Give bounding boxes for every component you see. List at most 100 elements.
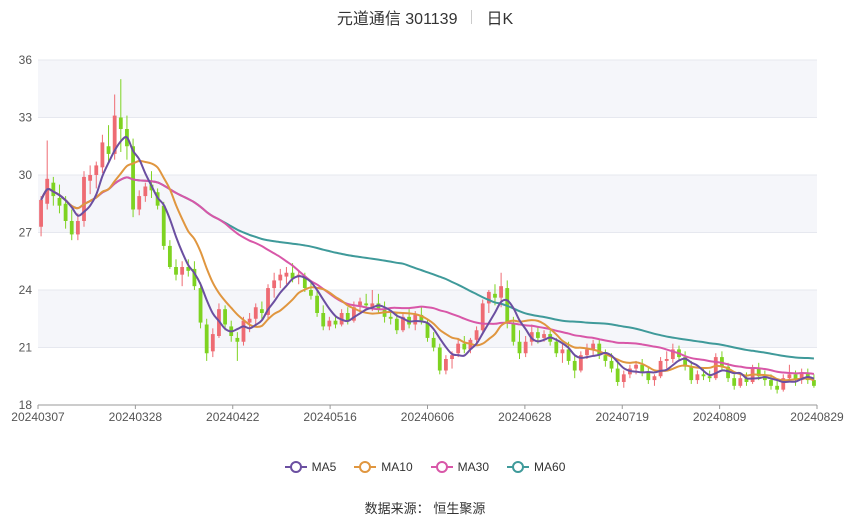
candle-body <box>450 355 454 359</box>
x-tick-label: 20240606 <box>401 410 455 424</box>
candle <box>652 374 657 386</box>
stock-title: 元道通信 301139 <box>336 11 458 28</box>
candle-body <box>787 374 792 379</box>
candle <box>180 261 185 287</box>
candle <box>664 351 669 369</box>
candle-body <box>204 324 209 354</box>
candle-body <box>351 307 356 321</box>
candle-body <box>762 376 767 381</box>
x-tick-label: 20240628 <box>498 410 552 424</box>
candle <box>615 362 620 386</box>
source-label: 数据来源： <box>364 501 430 516</box>
candle-body <box>302 276 307 289</box>
candle <box>572 355 577 379</box>
candle <box>266 284 270 319</box>
candle-body <box>658 360 663 377</box>
candle <box>137 190 142 216</box>
candle <box>707 370 712 382</box>
candle <box>39 196 43 237</box>
chart-title: 元道通信 301139 日K <box>0 6 850 28</box>
candle-body <box>462 343 467 350</box>
candle-body <box>51 182 56 197</box>
candle-body <box>444 359 448 371</box>
y-tick-label: 36 <box>19 53 33 67</box>
candle-body <box>137 196 142 210</box>
candle-body <box>591 343 596 350</box>
candle <box>333 316 338 329</box>
candle-body <box>358 301 362 306</box>
legend-item-ma60[interactable]: MA60 <box>507 460 565 474</box>
candle <box>75 213 80 241</box>
candle-body <box>186 267 191 271</box>
candle-body <box>210 334 215 352</box>
legend-label: MA30 <box>457 460 490 474</box>
candle <box>174 259 178 281</box>
candle <box>658 357 663 379</box>
candle-body <box>112 115 117 154</box>
candle <box>315 290 319 317</box>
plot-band <box>38 60 817 118</box>
x-tick-label: 20240422 <box>206 410 260 424</box>
candle <box>223 305 227 331</box>
title-separator <box>471 10 473 24</box>
candle-body <box>425 322 430 338</box>
candle-body <box>542 334 546 338</box>
candle-body <box>769 380 773 386</box>
candle-body <box>756 368 761 377</box>
data-source: 数据来源： 恒生聚源 <box>0 498 850 517</box>
candle <box>762 370 767 386</box>
moving-average-lines <box>40 136 815 384</box>
x-tick-label: 20240719 <box>596 410 650 424</box>
candle-body <box>634 364 638 369</box>
candle-body <box>198 288 203 323</box>
candle <box>523 336 528 358</box>
candle <box>100 134 105 174</box>
candle-body <box>290 272 295 279</box>
candle <box>327 316 332 331</box>
legend-item-ma5[interactable]: MA5 <box>284 460 337 474</box>
candle <box>253 303 258 327</box>
x-tick-label: 20240809 <box>693 410 747 424</box>
candle <box>646 366 651 384</box>
candle-body <box>493 293 497 298</box>
candle-body <box>266 288 270 315</box>
candle-body <box>732 378 737 386</box>
candle-body <box>670 349 675 359</box>
candle <box>474 326 479 344</box>
legend-label: MA5 <box>311 460 337 474</box>
legend-swatch <box>354 461 377 473</box>
candle-body <box>536 332 540 338</box>
period-label: 日K <box>486 11 514 28</box>
candle-body <box>94 165 99 175</box>
candle-body <box>388 316 393 319</box>
candle <box>272 272 277 298</box>
candle-body <box>646 372 651 381</box>
x-tick-label: 20240829 <box>790 410 844 424</box>
candle-body <box>713 357 718 379</box>
candle <box>726 362 730 382</box>
candle-body <box>652 376 657 381</box>
candle-body <box>456 343 461 354</box>
candle <box>284 267 289 285</box>
legend-item-ma10[interactable]: MA10 <box>354 460 413 474</box>
candle-body <box>82 176 86 221</box>
candle <box>689 360 694 384</box>
candle <box>57 184 62 214</box>
candle-body <box>45 178 50 204</box>
candle <box>456 337 461 358</box>
candle-body <box>192 268 197 287</box>
candle-body <box>523 341 528 354</box>
candle-body <box>554 341 559 354</box>
candle <box>186 259 191 277</box>
legend-swatch <box>507 461 530 473</box>
candle <box>321 305 326 331</box>
y-tick-label: 27 <box>19 226 33 240</box>
candle-body <box>63 203 68 221</box>
candle <box>94 161 99 189</box>
candle <box>444 355 448 375</box>
candle <box>161 201 166 250</box>
candle <box>554 337 559 358</box>
candle-body <box>683 357 688 367</box>
candle-body <box>480 303 485 331</box>
legend-item-ma30[interactable]: MA30 <box>430 460 490 474</box>
